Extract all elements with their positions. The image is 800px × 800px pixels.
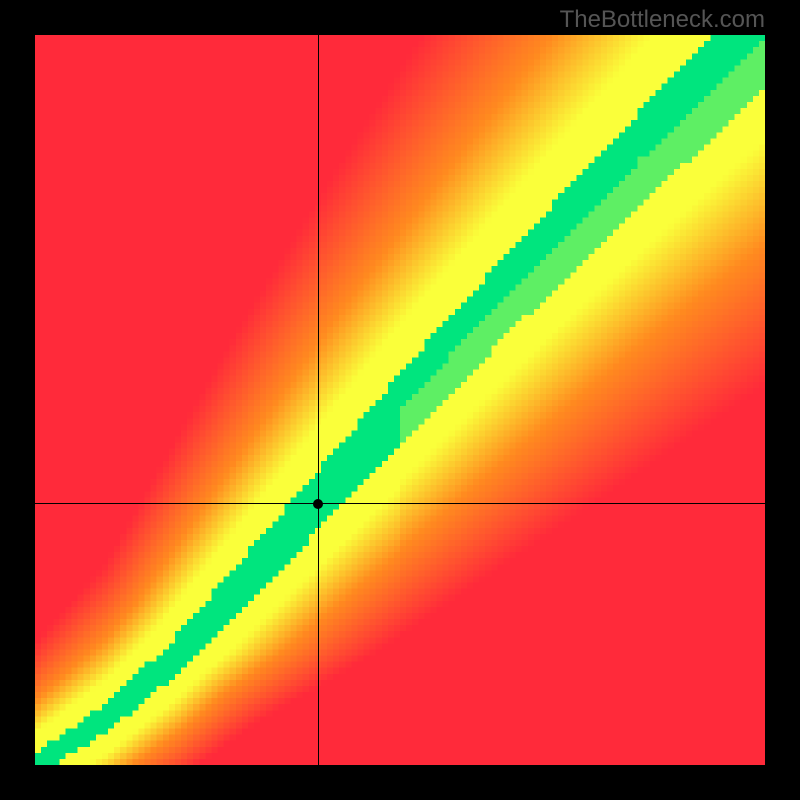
crosshair-horizontal [35, 503, 765, 504]
chart-frame: { "canvas": { "width": 800, "height": 80… [0, 0, 800, 800]
crosshair-vertical [318, 35, 319, 765]
watermark-text: TheBottleneck.com [560, 6, 765, 34]
bottleneck-heatmap [35, 35, 765, 765]
plot-area [35, 35, 765, 765]
crosshair-marker [313, 499, 323, 509]
